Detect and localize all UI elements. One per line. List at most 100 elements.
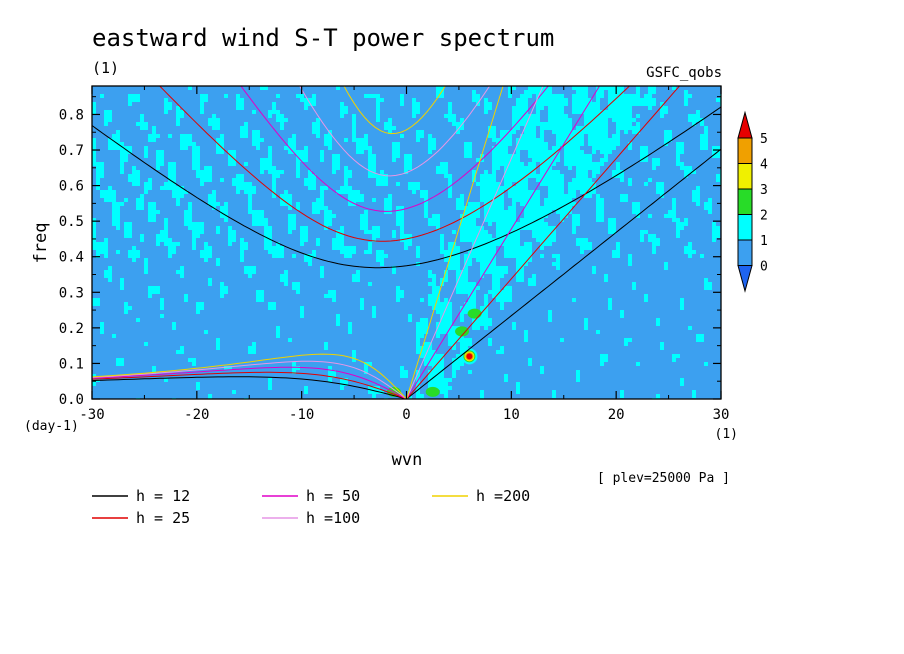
field-cell-level-1 <box>620 194 624 198</box>
field-cell-level-1 <box>584 154 588 158</box>
field-cell-level-1 <box>468 210 472 214</box>
field-cell-level-1 <box>224 218 228 222</box>
field-cell-level-1 <box>524 330 528 334</box>
field-cell-level-1 <box>644 154 648 158</box>
field-cell-level-1 <box>616 174 620 178</box>
field-cell-level-1 <box>540 230 544 234</box>
field-cell-level-1 <box>268 162 272 166</box>
field-cell-level-1 <box>228 162 232 166</box>
field-cell-level-1 <box>376 118 380 122</box>
field-cell-level-1 <box>156 134 160 138</box>
field-cell-level-1 <box>492 190 496 194</box>
field-cell-level-1 <box>124 158 128 162</box>
field-cell-level-1 <box>444 114 448 118</box>
field-cell-level-1 <box>164 230 168 234</box>
field-cell-level-1 <box>236 106 240 110</box>
field-cell-level-1 <box>568 162 572 166</box>
field-cell-level-1 <box>548 126 552 130</box>
field-cell-level-1 <box>400 226 404 230</box>
field-cell-level-1 <box>324 138 328 142</box>
field-cell-level-1 <box>272 306 276 310</box>
field-cell-level-1 <box>208 278 212 282</box>
field-cell-level-1 <box>544 126 548 130</box>
field-cell-level-1 <box>592 126 596 130</box>
field-cell-level-1 <box>212 194 216 198</box>
field-cell-level-1 <box>692 390 696 394</box>
field-cell-level-1 <box>436 322 440 326</box>
field-cell-level-1 <box>560 190 564 194</box>
field-cell-level-1 <box>356 194 360 198</box>
field-cell-level-1 <box>240 238 244 242</box>
field-cell-level-1 <box>284 202 288 206</box>
field-cell-level-1 <box>488 218 492 222</box>
field-cell-level-1 <box>460 222 464 226</box>
field-cell-level-1 <box>384 122 388 126</box>
field-cell-level-1 <box>456 250 460 254</box>
field-cell-level-1 <box>100 246 104 250</box>
field-cell-level-1 <box>112 142 116 146</box>
field-cell-level-1 <box>232 150 236 154</box>
field-cell-level-1 <box>324 226 328 230</box>
field-cell-level-1 <box>604 278 608 282</box>
field-cell-level-1 <box>104 194 108 198</box>
field-cell-level-1 <box>448 318 452 322</box>
field-cell-level-1 <box>576 186 580 190</box>
field-cell-level-1 <box>440 162 444 166</box>
field-cell-level-1 <box>496 242 500 246</box>
field-cell-level-1 <box>468 306 472 310</box>
field-cell-level-1 <box>292 362 296 366</box>
field-cell-level-1 <box>480 182 484 186</box>
field-cell-level-1 <box>504 166 508 170</box>
field-cell-level-1 <box>344 190 348 194</box>
field-cell-level-1 <box>288 198 292 202</box>
field-cell-level-1 <box>264 158 268 162</box>
field-cell-level-1 <box>528 218 532 222</box>
field-cell-level-1 <box>452 346 456 350</box>
field-cell-level-1 <box>252 346 256 350</box>
field-cell-level-1 <box>192 362 196 366</box>
field-cell-level-1 <box>536 210 540 214</box>
field-cell-level-1 <box>584 170 588 174</box>
field-cell-level-1 <box>484 318 488 322</box>
field-cell-level-1 <box>104 246 108 250</box>
field-cell-level-1 <box>488 130 492 134</box>
field-cell-level-1 <box>576 94 580 98</box>
field-cell-level-1 <box>444 258 448 262</box>
field-cell-level-1 <box>196 150 200 154</box>
field-cell-level-1 <box>700 142 704 146</box>
field-cell-level-1 <box>228 158 232 162</box>
field-cell-level-1 <box>676 142 680 146</box>
field-cell-level-1 <box>516 146 520 150</box>
field-cell-level-1 <box>516 250 520 254</box>
field-cell-level-1 <box>468 290 472 294</box>
field-cell-level-1 <box>404 374 408 378</box>
field-cell-level-1 <box>304 146 308 150</box>
field-cell-level-1 <box>132 94 136 98</box>
field-cell-level-1 <box>480 154 484 158</box>
field-cell-level-1 <box>560 102 564 106</box>
field-cell-level-1 <box>612 174 616 178</box>
field-cell-level-1 <box>496 238 500 242</box>
field-cell-level-1 <box>188 214 192 218</box>
field-cell-level-1 <box>620 94 624 98</box>
field-cell-level-1 <box>548 230 552 234</box>
field-cell-level-1 <box>608 150 612 154</box>
gravity-curve-4 <box>343 86 446 135</box>
field-cell-level-1 <box>112 190 116 194</box>
field-cell-level-1 <box>572 222 576 226</box>
field-cell-level-1 <box>448 178 452 182</box>
field-cell-level-1 <box>544 98 548 102</box>
field-cell-level-1 <box>496 154 500 158</box>
field-cell-level-1 <box>168 166 172 170</box>
field-cell-level-1 <box>372 170 376 174</box>
field-cell-level-1 <box>600 198 604 202</box>
field-cell-level-1 <box>540 166 544 170</box>
kelvin-curve-2 <box>406 86 601 399</box>
field-cell-level-1 <box>540 366 544 370</box>
field-cell-level-1 <box>640 146 644 150</box>
field-cell-level-1 <box>480 234 484 238</box>
field-cell-level-1 <box>428 382 432 386</box>
field-cell-level-1 <box>316 130 320 134</box>
field-cell-level-1 <box>524 90 528 94</box>
field-cell-level-1 <box>364 138 368 142</box>
